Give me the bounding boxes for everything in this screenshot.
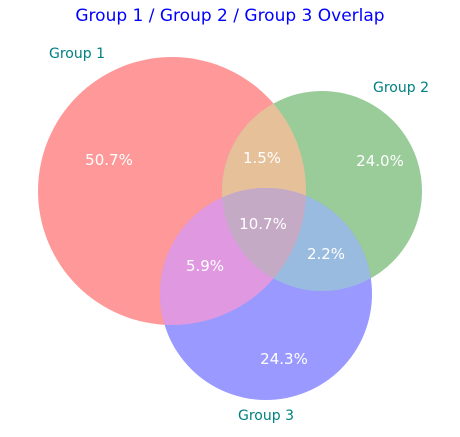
group2-only-value: 24.0% bbox=[356, 152, 404, 170]
diagram-title: Group 1 / Group 2 / Group 3 Overlap bbox=[75, 6, 384, 26]
group1-label: Group 1 bbox=[49, 46, 105, 62]
group1-only-value: 50.7% bbox=[85, 151, 133, 169]
group1-group2-value: 1.5% bbox=[243, 149, 281, 167]
group2-label: Group 2 bbox=[373, 80, 429, 96]
group2-group3-value: 2.2% bbox=[307, 245, 345, 263]
group1-group3-value: 5.9% bbox=[186, 257, 224, 275]
all-groups-value: 10.7% bbox=[239, 215, 287, 233]
group3-only-value: 24.3% bbox=[260, 350, 308, 368]
group2-group3-overlap bbox=[222, 188, 372, 291]
group3-label: Group 3 bbox=[238, 408, 294, 424]
